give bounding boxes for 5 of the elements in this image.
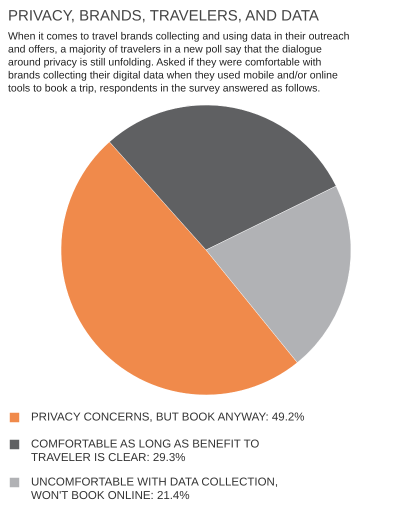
chart-title: PRIVACY, BRANDS, TRAVELERS, AND DATA xyxy=(8,8,319,24)
legend-label: UNCOMFORTABLE WITH DATA COLLECTION, WON'T BOOK ONLINE: 21.4% xyxy=(31,476,278,502)
legend-label: COMFORTABLE AS LONG AS BENEFIT TO TRAVELER IS CLEAR: 29.3% xyxy=(31,438,260,464)
legend-label: PRIVACY CONCERNS, BUT BOOK ANYWAY: 49.2% xyxy=(31,412,305,424)
chart-subtitle: When it comes to travel brands collecting and using data in their outreach and offers, a majority of travelers in a new poll say that the dialogue around privacy is still unfolding. Asked if they were comfortable with brands collecting their digital data when they used mobile and/or online tools to book a trip, respondents in the survey answered as follows. xyxy=(8,30,350,94)
